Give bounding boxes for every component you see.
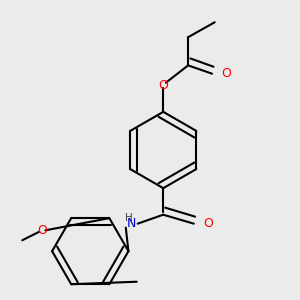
Text: O: O	[37, 224, 47, 237]
Text: O: O	[203, 217, 213, 230]
Text: O: O	[221, 67, 231, 80]
Text: N: N	[127, 217, 136, 230]
Text: H: H	[124, 213, 132, 223]
Text: O: O	[158, 79, 168, 92]
